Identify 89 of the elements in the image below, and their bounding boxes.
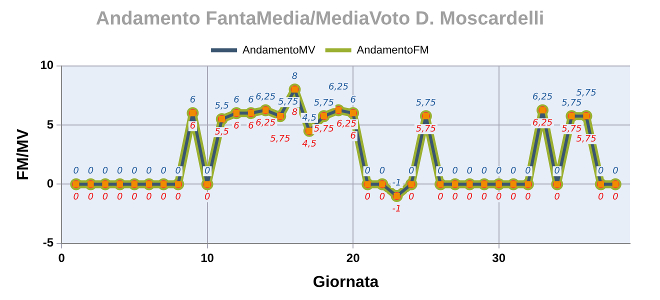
data-label: 0 bbox=[510, 166, 517, 177]
data-label: 0 bbox=[73, 166, 80, 177]
data-label: 6,25 bbox=[328, 82, 349, 93]
data-label: 8 bbox=[292, 72, 298, 82]
data-label: 0 bbox=[598, 166, 604, 177]
data-label: 5,75 bbox=[562, 98, 582, 108]
data-label: 5,75 bbox=[562, 124, 582, 134]
data-label: 5,75 bbox=[314, 124, 334, 134]
x-axis-title: Giornata bbox=[312, 274, 379, 291]
data-label: 0 bbox=[364, 192, 371, 203]
data-label: 6 bbox=[190, 96, 196, 106]
data-label: 6,25 bbox=[336, 120, 357, 130]
data-label: 6 bbox=[190, 122, 196, 132]
data-label: 0 bbox=[466, 192, 473, 203]
data-label: 0 bbox=[379, 192, 386, 203]
data-label: 0 bbox=[132, 166, 138, 177]
data-label: 0 bbox=[102, 192, 108, 203]
data-label: 0 bbox=[452, 192, 458, 203]
data-label: 6 bbox=[248, 96, 254, 106]
data-label: 0 bbox=[496, 166, 502, 177]
data-label: 0 bbox=[496, 192, 502, 203]
data-label: 4,5 bbox=[302, 113, 317, 124]
data-label: 0 bbox=[364, 166, 371, 177]
x-tick-label: 30 bbox=[492, 250, 506, 265]
data-label: 0 bbox=[612, 192, 619, 203]
data-label: 0 bbox=[438, 166, 444, 177]
data-label: 0 bbox=[525, 192, 532, 203]
data-label: 0 bbox=[452, 166, 458, 177]
data-label: 0 bbox=[146, 192, 152, 203]
x-tick-label: 10 bbox=[200, 250, 214, 265]
data-label: 5,5 bbox=[214, 101, 230, 112]
data-label: 0 bbox=[88, 192, 94, 203]
x-tick-label: 20 bbox=[346, 250, 360, 265]
x-tick-label: 0 bbox=[58, 250, 66, 265]
data-label: 5,5 bbox=[214, 127, 230, 138]
data-label: 6 bbox=[350, 132, 356, 142]
data-label: 5,75 bbox=[576, 134, 597, 144]
data-label: 5,75 bbox=[278, 97, 298, 108]
data-label: 0 bbox=[481, 166, 488, 177]
data-label: 5,75 bbox=[270, 134, 290, 144]
data-label: 0 bbox=[102, 166, 108, 177]
legend-label: AndamentoMV bbox=[242, 44, 316, 56]
data-label: 8 bbox=[292, 108, 298, 118]
data-label: 5,75 bbox=[576, 88, 597, 98]
data-label: 0 bbox=[408, 166, 414, 177]
data-label: 0 bbox=[116, 166, 123, 177]
data-label: 0 bbox=[510, 192, 517, 203]
y-tick-label: -5 bbox=[42, 236, 54, 250]
data-label: 0 bbox=[438, 192, 444, 203]
data-label: 4,5 bbox=[302, 139, 317, 150]
data-label: 6,25 bbox=[532, 118, 553, 129]
data-label: 6,25 bbox=[256, 118, 276, 129]
legend-label: AndamentoFM bbox=[356, 44, 429, 56]
data-label: 6 bbox=[234, 122, 240, 132]
data-label: 0 bbox=[73, 192, 80, 203]
data-label: 5,75 bbox=[416, 98, 436, 108]
data-label: 0 bbox=[160, 192, 167, 203]
data-label: 5,75 bbox=[314, 98, 334, 108]
data-label: 0 bbox=[160, 166, 167, 177]
data-label: 0 bbox=[175, 192, 182, 203]
data-label: 0 bbox=[132, 192, 138, 203]
data-label: 6 bbox=[350, 96, 356, 106]
data-label: 0 bbox=[175, 166, 182, 177]
data-label: 0 bbox=[554, 192, 560, 203]
data-label: -1 bbox=[392, 178, 402, 188]
data-label: 5,75 bbox=[416, 124, 436, 134]
data-label: 0 bbox=[88, 166, 94, 177]
data-label: 0 bbox=[146, 166, 152, 177]
data-label: 0 bbox=[116, 192, 123, 203]
data-label: 0 bbox=[554, 166, 560, 177]
data-label: 0 bbox=[525, 166, 532, 177]
data-label: 6 bbox=[248, 122, 254, 132]
data-label: 0 bbox=[598, 192, 604, 203]
y-tick-label: 0 bbox=[46, 176, 54, 191]
data-label: 0 bbox=[204, 192, 210, 203]
data-label: 6,25 bbox=[532, 92, 553, 103]
data-label: 0 bbox=[204, 166, 210, 177]
data-label: 0 bbox=[481, 192, 488, 203]
y-tick-label: 5 bbox=[46, 117, 54, 132]
data-label: 6 bbox=[234, 96, 240, 106]
data-label: -1 bbox=[392, 204, 402, 214]
data-label: 0 bbox=[466, 166, 473, 177]
data-label: 0 bbox=[408, 192, 414, 203]
data-label: 0 bbox=[379, 166, 386, 177]
data-label: 6,25 bbox=[256, 92, 276, 103]
chart-title: Andamento FantaMedia/MediaVoto D. Moscardelli bbox=[96, 8, 544, 30]
y-axis-title: FM/MV bbox=[15, 128, 32, 180]
data-label: 0 bbox=[612, 166, 619, 177]
y-tick-label: 10 bbox=[40, 58, 54, 72]
